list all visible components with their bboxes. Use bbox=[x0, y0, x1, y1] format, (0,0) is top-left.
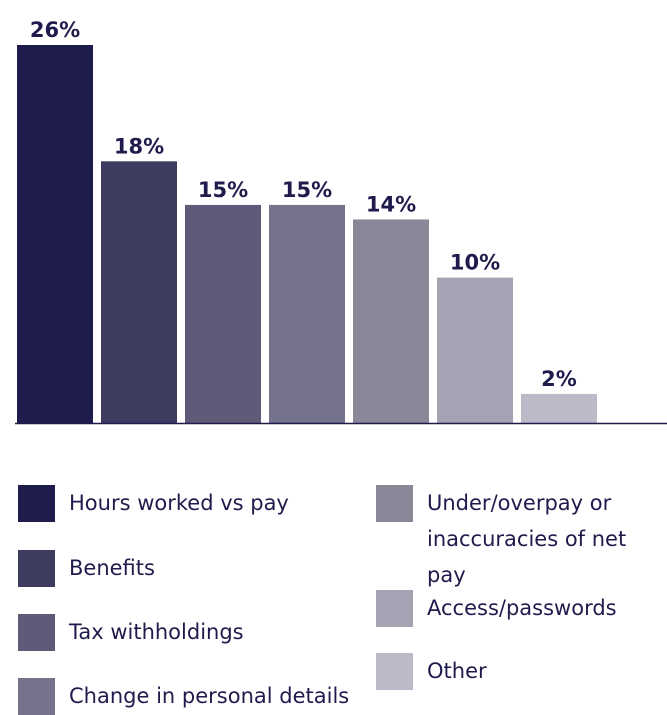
bars-layer bbox=[17, 45, 597, 424]
legend-swatch bbox=[18, 614, 55, 651]
bar-chart: 26% 18% 15% 15% 14% 10% 2% bbox=[15, 18, 667, 425]
bar-5 bbox=[353, 219, 429, 423]
bar-3 bbox=[185, 204, 261, 423]
bar-value-label: 26% bbox=[30, 18, 80, 42]
chart-svg: 26% 18% 15% 15% 14% 10% 2% bbox=[15, 18, 667, 425]
legend-item-change-in-personal-details: Change in personal details bbox=[18, 678, 349, 715]
bar-value-label: 15% bbox=[198, 178, 248, 202]
legend-item-hours-worked: Hours worked vs pay bbox=[18, 485, 289, 522]
legend-swatch bbox=[376, 653, 413, 690]
legend-item-other: Other bbox=[376, 653, 487, 690]
legend-label: Access/passwords bbox=[427, 596, 617, 620]
legend-swatch bbox=[376, 590, 413, 627]
legend-label: Change in personal details bbox=[69, 684, 350, 708]
legend-label: Other bbox=[427, 659, 487, 683]
legend-label: Benefits bbox=[69, 556, 155, 580]
bar-4 bbox=[269, 204, 345, 423]
legend-label: Hours worked vs pay bbox=[69, 491, 289, 515]
legend-swatch bbox=[376, 485, 413, 522]
bar-6 bbox=[437, 277, 513, 423]
bar-value-label: 10% bbox=[450, 251, 500, 275]
bar-7 bbox=[521, 393, 597, 423]
bar-1 bbox=[17, 45, 93, 423]
bar-2 bbox=[101, 161, 177, 424]
bar-value-label: 15% bbox=[282, 178, 332, 202]
legend-label: Tax withholdings bbox=[69, 620, 244, 644]
legend-swatch bbox=[18, 485, 55, 522]
value-labels-layer: 26% 18% 15% 15% 14% 10% 2% bbox=[30, 18, 577, 391]
legend-item-under-overpay: Under/overpay or inaccuracies of net pay bbox=[376, 485, 667, 593]
legend-swatch bbox=[18, 550, 55, 587]
legend-item-benefits: Benefits bbox=[18, 550, 155, 587]
legend-swatch bbox=[18, 678, 55, 715]
legend-item-tax-withholdings: Tax withholdings bbox=[18, 614, 244, 651]
bar-value-label: 14% bbox=[366, 192, 416, 216]
legend-item-access-passwords: Access/passwords bbox=[376, 590, 617, 627]
bar-value-label: 2% bbox=[541, 367, 577, 391]
bar-value-label: 18% bbox=[114, 134, 164, 158]
legend-label: Under/overpay or inaccuracies of net pay bbox=[427, 491, 627, 587]
